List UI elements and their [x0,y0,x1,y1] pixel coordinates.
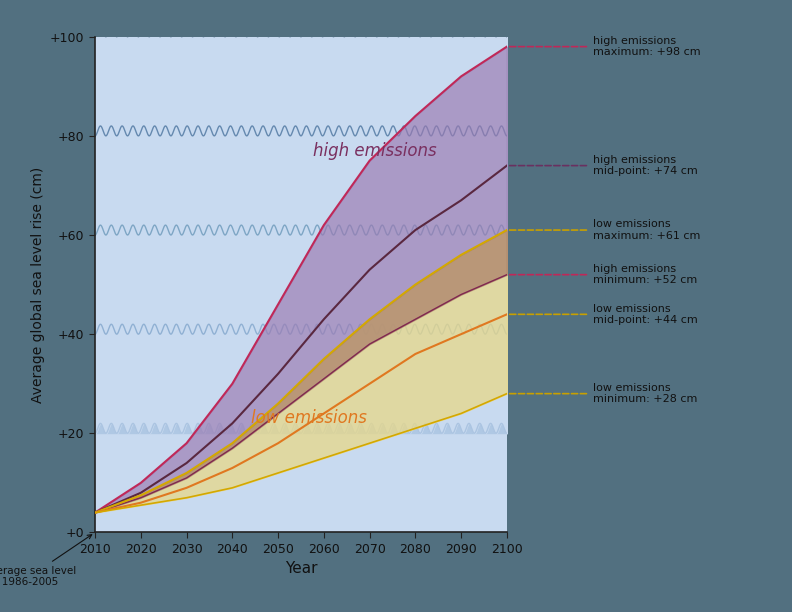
Bar [95,409,507,532]
Text: high emissions
maximum: +98 cm: high emissions maximum: +98 cm [593,36,701,58]
Text: high emissions
mid-point: +74 cm: high emissions mid-point: +74 cm [593,155,698,176]
X-axis label: Year: Year [284,561,318,577]
Text: high emissions: high emissions [314,142,437,160]
Bar [95,309,507,433]
Text: low emissions
maximum: +61 cm: low emissions maximum: +61 cm [593,219,701,241]
Text: high emissions
minimum: +52 cm: high emissions minimum: +52 cm [593,264,698,285]
Y-axis label: Average global sea level rise (cm): Average global sea level rise (cm) [31,166,44,403]
Text: low emissions
mid-point: +44 cm: low emissions mid-point: +44 cm [593,304,698,325]
Text: low emissions: low emissions [251,409,367,427]
Text: average sea level
for 1986-2005: average sea level for 1986-2005 [0,535,92,588]
Bar [95,111,507,235]
Bar [95,12,507,136]
Bar [95,211,507,334]
Text: low emissions
minimum: +28 cm: low emissions minimum: +28 cm [593,383,698,405]
